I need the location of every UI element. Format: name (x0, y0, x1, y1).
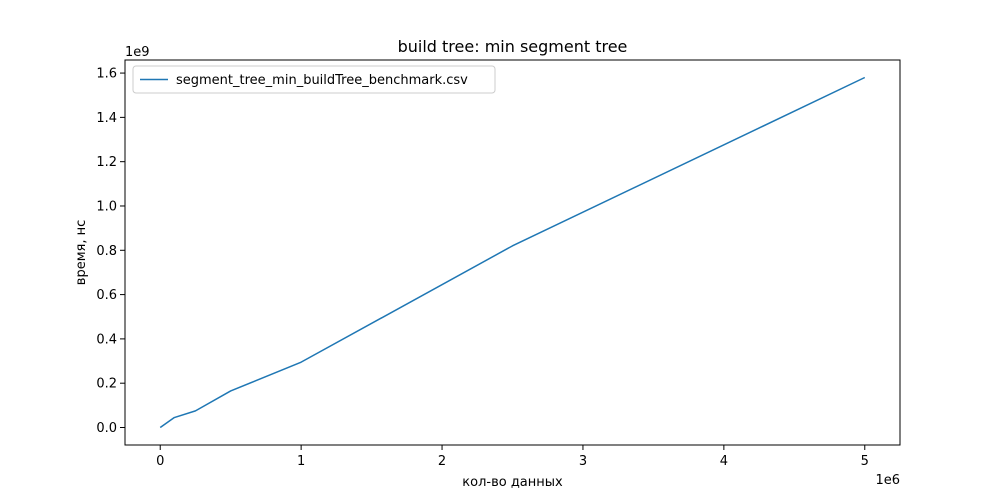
series-layer (159, 76, 866, 429)
x-tick-label: 1 (297, 454, 305, 469)
y-tick-label: 1.4 (96, 111, 117, 126)
y-tick-label: 0.0 (96, 421, 117, 436)
y-tick-label: 0.6 (96, 288, 117, 303)
y-tick-label: 1.6 (96, 67, 117, 82)
x-tick-label: 4 (720, 454, 728, 469)
plot-frame (124, 59, 901, 446)
y-tick-label: 0.4 (96, 332, 117, 347)
x-tick-label: 2 (438, 454, 446, 469)
x-axis-ticks: 0 1 2 3 4 5 (156, 445, 869, 469)
y-axis-ticks: 0.0 0.2 0.4 0.6 0.8 1.0 1.2 1.4 1.6 (96, 67, 125, 436)
legend-entry-label: segment_tree_min_buildTree_benchmark.csv (176, 73, 468, 88)
x-axis-offset-label: 1e6 (875, 473, 900, 488)
x-tick-label: 5 (861, 454, 869, 469)
x-axis-label: кол-во данных (462, 475, 563, 490)
y-tick-label: 0.2 (96, 377, 117, 392)
y-axis-offset-label: 1e9 (125, 45, 150, 60)
chart-title: build tree: min segment tree (398, 37, 628, 56)
y-tick-label: 0.8 (96, 244, 117, 259)
y-axis-label: время, нс (74, 220, 89, 285)
legend-box (132, 65, 496, 94)
x-tick-label: 0 (156, 454, 164, 469)
series-line-0 (159, 76, 866, 429)
y-tick-label: 1.0 (96, 199, 117, 214)
y-tick-label: 1.2 (96, 155, 117, 170)
x-tick-label: 3 (579, 454, 587, 469)
legend: segment_tree_min_buildTree_benchmark.csv (132, 65, 496, 94)
